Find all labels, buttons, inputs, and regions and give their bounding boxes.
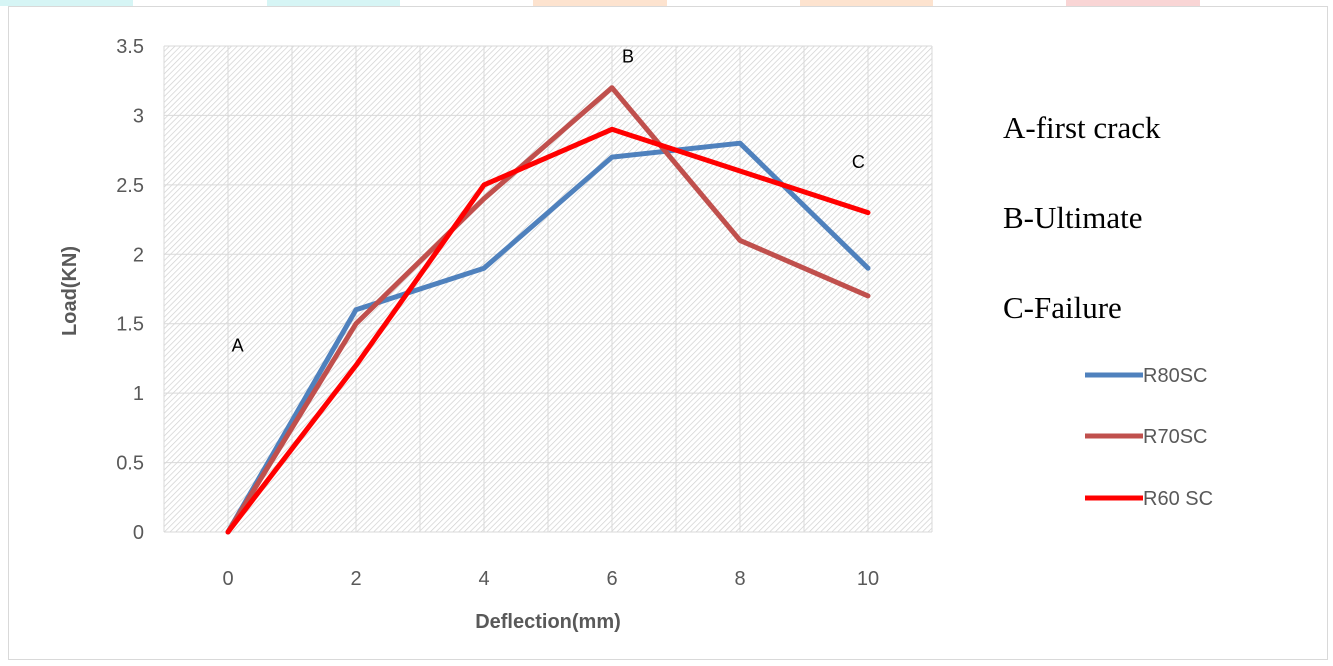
strip-segment xyxy=(0,0,135,6)
series-line-r70sc xyxy=(225,85,871,535)
x-tick-label: 0 xyxy=(222,568,233,590)
x-tick-labels: 0 2 4 6 8 10 xyxy=(222,568,879,590)
y-tick-label: 2.5 xyxy=(116,175,144,197)
legend: R80SC R70SC R60 SC xyxy=(1085,365,1213,510)
strip-segment xyxy=(1199,0,1333,6)
top-color-strip xyxy=(0,0,1333,6)
x-axis-title: Deflection(mm) xyxy=(475,611,621,633)
series-line-r60sc xyxy=(225,126,871,535)
y-tick-label: 2 xyxy=(133,244,144,266)
note-ultimate: B-Ultimate xyxy=(1003,200,1142,235)
series-line-r80sc xyxy=(225,140,871,535)
annotation-c: C xyxy=(852,152,865,172)
annotation-notes: A-first crack B-Ultimate C-Failure xyxy=(1003,110,1161,325)
annotation-a: A xyxy=(232,335,244,355)
gridlines xyxy=(163,45,933,533)
y-axis-title: Load(KN) xyxy=(59,246,81,336)
legend-label-r80sc: R80SC xyxy=(1143,365,1207,387)
legend-label-r60sc: R60 SC xyxy=(1143,488,1213,510)
strip-segment xyxy=(133,0,268,6)
y-tick-label: 3.5 xyxy=(116,36,144,58)
y-tick-label: 3 xyxy=(133,105,144,127)
strip-segment xyxy=(1066,0,1201,6)
note-failure: C-Failure xyxy=(1003,290,1122,325)
x-tick-label: 10 xyxy=(857,568,879,590)
note-first-crack: A-first crack xyxy=(1003,110,1161,145)
x-tick-label: 6 xyxy=(606,568,617,590)
y-tick-label: 1 xyxy=(133,383,144,405)
strip-segment xyxy=(799,0,935,6)
strip-segment xyxy=(933,0,1068,6)
x-tick-label: 2 xyxy=(350,568,361,590)
y-tick-label: 0 xyxy=(133,522,144,544)
strip-segment xyxy=(666,0,801,6)
y-tick-label: 1.5 xyxy=(116,314,144,336)
strip-segment xyxy=(399,0,535,6)
annotation-b: B xyxy=(622,47,634,67)
legend-label-r70sc: R70SC xyxy=(1143,426,1207,448)
x-tick-label: 8 xyxy=(734,568,745,590)
strip-segment xyxy=(266,0,401,6)
series-lines xyxy=(225,85,871,535)
y-tick-label: 0.5 xyxy=(116,453,144,475)
x-tick-label: 4 xyxy=(478,568,489,590)
annotations: A B C xyxy=(232,47,865,356)
strip-segment xyxy=(533,0,668,6)
y-tick-labels: 0 0.5 1 1.5 2 2.5 3 3.5 xyxy=(116,36,144,544)
